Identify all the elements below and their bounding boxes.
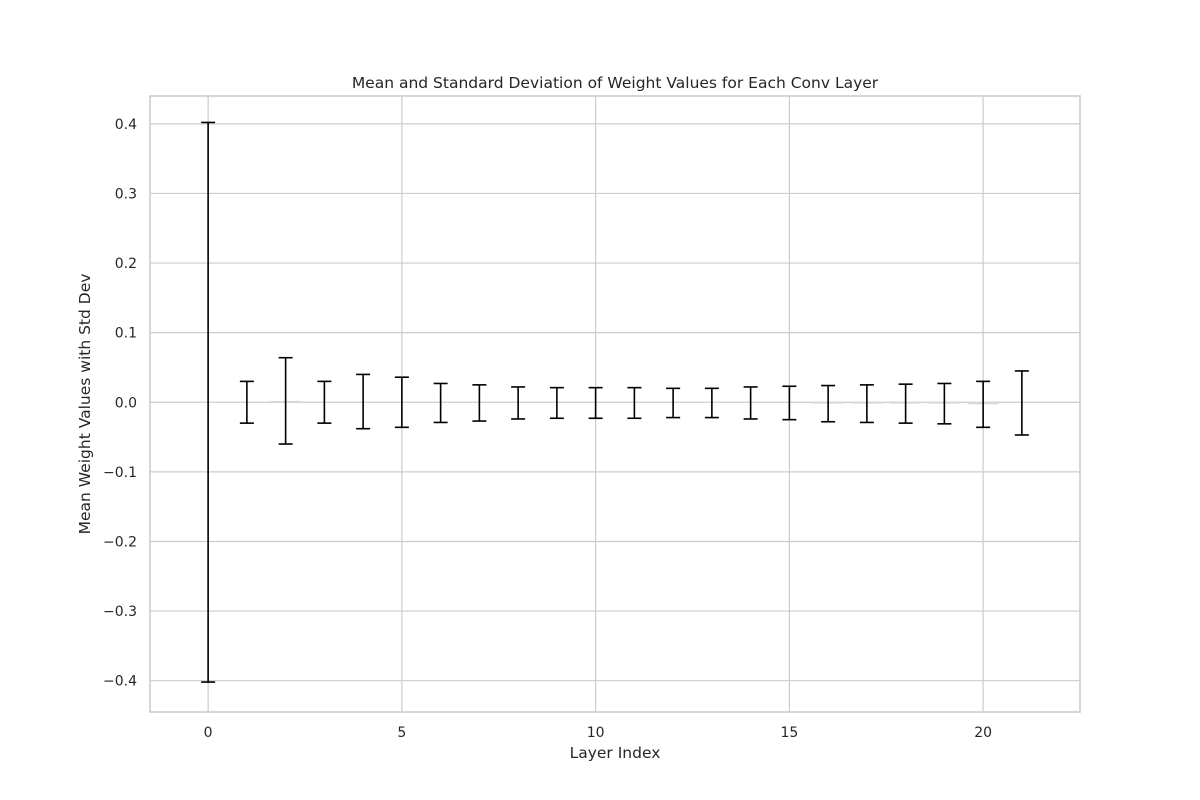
y-tick-label: 0.3 [115,186,137,202]
x-tick-label: 15 [780,725,798,741]
plot-frame [149,95,1081,713]
y-tick-labels: 0.4 0.3 0.2 0.1 0.0 −0.1 −0.2 −0.3 −0.4 [103,117,137,690]
y-tick-label: 0.0 [115,395,137,411]
y-tick-label: −0.1 [103,465,137,481]
x-tick-label: 10 [587,725,605,741]
y-tick-label: 0.2 [115,256,137,272]
x-tick-label: 0 [204,725,213,741]
error-bars [201,121,1029,683]
x-tick-label: 5 [397,725,406,741]
x-tick-labels: 0 5 10 15 20 [204,725,992,741]
y-tick-label: −0.3 [103,604,137,620]
x-tick-label: 20 [974,725,992,741]
y-tick-label: −0.2 [103,534,137,550]
y-tick-label: 0.4 [115,117,137,133]
y-tick-label: −0.4 [103,674,137,690]
x-axis-label: Layer Index [570,744,661,762]
y-axis-label: Mean Weight Values with Std Dev [76,274,94,535]
plot-background [150,96,1080,712]
chart-title: Mean and Standard Deviation of Weight Va… [352,74,879,92]
y-tick-label: 0.1 [115,326,137,342]
